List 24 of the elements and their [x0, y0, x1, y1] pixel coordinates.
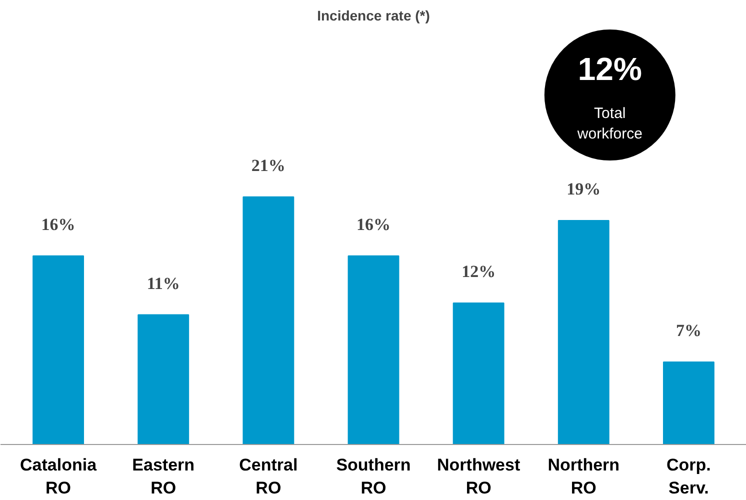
text: Total workforce: [576, 105, 642, 142]
bar: [138, 314, 190, 444]
text: 12%: [578, 51, 642, 88]
data-label: 7%: [676, 320, 702, 340]
x-tick-label: Northwest RO: [437, 456, 520, 498]
data-label: 11%: [146, 274, 180, 293]
x-tick-label: Eastern RO: [132, 456, 195, 498]
data-label: 19%: [566, 179, 601, 198]
bar: [452, 302, 504, 444]
data-label: 12%: [462, 262, 496, 282]
bar: [32, 255, 84, 444]
data-label: 16%: [356, 214, 390, 234]
x-tick-label: Central RO: [239, 456, 298, 498]
x-tick-label: Southern RO: [336, 456, 411, 498]
x-tick-label: Northern RO: [548, 456, 620, 498]
chart-title: Incidence rate (*): [317, 8, 430, 24]
x-tick-label: Catalonia RO: [20, 456, 98, 498]
data-label: 16%: [41, 214, 76, 234]
bar: [662, 361, 714, 444]
data-label: 21%: [251, 156, 286, 175]
x-tick-label: Corp. Serv.: [666, 456, 711, 498]
bar: [348, 255, 400, 444]
bar: [558, 220, 610, 444]
bar: [242, 196, 294, 444]
